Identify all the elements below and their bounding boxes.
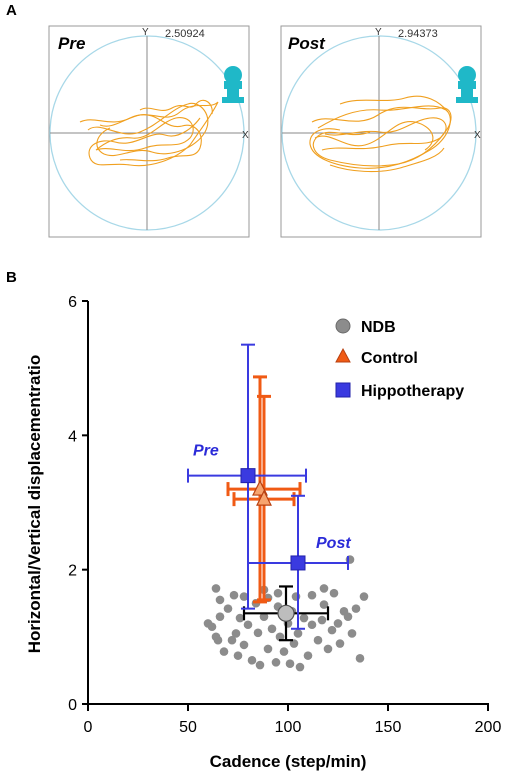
ndb-point	[279, 647, 289, 656]
ndb-point	[273, 588, 283, 598]
hippotherapy-marker	[240, 468, 256, 484]
post-polar-plot: Post Y 2.94373 X	[280, 25, 482, 238]
ndb-point	[239, 640, 249, 650]
ndb-point	[293, 629, 303, 638]
ndb-point	[229, 590, 239, 600]
ndb-point	[275, 632, 285, 642]
ndb-point	[213, 635, 223, 645]
ndb-point	[351, 604, 361, 613]
ndb-point	[267, 624, 277, 634]
ndb-point	[239, 592, 249, 601]
ndb-point	[329, 588, 339, 598]
post-value: 2.94373	[398, 28, 438, 40]
ndb-point	[359, 592, 369, 601]
y-ticks: 0 2 4 6	[68, 294, 88, 714]
panel-a-letter: A	[6, 2, 17, 19]
mean-markers	[240, 468, 306, 622]
x-tick-label: 150	[375, 719, 402, 736]
pre-trace	[79, 99, 219, 167]
ndb-point	[231, 629, 241, 638]
ndb-point	[291, 592, 301, 601]
y-tick-label: 4	[68, 428, 77, 445]
control-marker	[256, 489, 272, 506]
hippotherapy-post-label: Post	[316, 535, 351, 552]
ndb-point	[307, 620, 317, 630]
ndb-point	[347, 629, 357, 638]
ndb-point	[215, 612, 225, 621]
ndb-point	[259, 612, 269, 621]
ndb-point	[355, 654, 365, 663]
pre-polar-plot: Pre Y 2.50924 X	[48, 25, 250, 238]
x-tick-label: 0	[84, 719, 93, 736]
x-tick-label: 100	[275, 719, 302, 736]
legend-control-marker	[335, 347, 351, 363]
ndb-point	[343, 612, 353, 621]
ndb-point	[271, 658, 281, 667]
rider-icon	[456, 66, 478, 103]
ndb-point	[207, 622, 217, 632]
ndb-point	[255, 660, 265, 670]
ndb-point	[303, 651, 313, 660]
x-tick-label: 50	[179, 719, 197, 736]
legend-hippotherapy-marker	[335, 382, 351, 398]
legend: NDB Control Hippotherapy	[335, 318, 464, 400]
ndb-point	[335, 639, 345, 648]
y-tick-label: 6	[68, 294, 77, 311]
legend-ndb-label: NDB	[361, 319, 396, 336]
ndb-point	[211, 584, 221, 593]
ndb-point	[243, 620, 253, 630]
ndb-point	[319, 600, 329, 609]
ndb-point	[323, 644, 333, 654]
ndb-point	[299, 613, 309, 623]
pre-x-label: X	[242, 130, 249, 141]
ndb-point	[223, 604, 233, 613]
hippotherapy-pre-label: Pre	[193, 443, 219, 460]
y-axis-title: Horizontal/Vertical displacementratio	[25, 355, 44, 654]
ndb-point	[313, 635, 323, 645]
panel-b-letter: B	[6, 269, 17, 286]
ndb-point	[307, 590, 317, 600]
y-tick-label: 2	[68, 563, 77, 580]
pre-value: 2.50924	[165, 28, 205, 40]
ndb-point	[319, 584, 329, 593]
ndb-point	[317, 615, 327, 625]
pre-y-label: Y	[142, 27, 149, 38]
legend-ndb-marker	[335, 318, 351, 334]
legend-control-label: Control	[361, 350, 418, 367]
ndb-points	[203, 555, 369, 672]
ndb-point	[289, 639, 299, 648]
ndb-point	[219, 647, 229, 656]
post-trace	[309, 95, 452, 173]
ndb-point	[285, 659, 295, 668]
chart-axes	[87, 301, 489, 705]
x-axis-title: Cadence (step/min)	[210, 752, 367, 771]
ndb-point	[233, 651, 243, 660]
ndb-point	[235, 613, 245, 623]
hippotherapy-marker	[290, 555, 306, 571]
point-annotations: Pre Post	[193, 443, 351, 552]
ndb-point	[333, 619, 343, 628]
x-tick-label: 200	[475, 719, 502, 736]
rider-icon	[222, 66, 244, 103]
ndb-point	[227, 635, 237, 645]
ndb-point	[263, 644, 273, 654]
post-x-label: X	[474, 130, 481, 141]
pre-label: Pre	[58, 34, 85, 53]
ndb-point	[215, 595, 225, 605]
x-ticks: 0 50 100 150 200	[84, 704, 502, 736]
ndb-point	[247, 656, 257, 665]
post-y-label: Y	[375, 27, 382, 38]
legend-hippotherapy-label: Hippotherapy	[361, 383, 464, 400]
ndb-mean-marker	[277, 604, 295, 622]
ndb-point	[253, 628, 263, 638]
ndb-point	[295, 662, 305, 672]
post-label: Post	[288, 34, 326, 53]
y-tick-label: 0	[68, 697, 77, 714]
ndb-point	[327, 625, 337, 635]
